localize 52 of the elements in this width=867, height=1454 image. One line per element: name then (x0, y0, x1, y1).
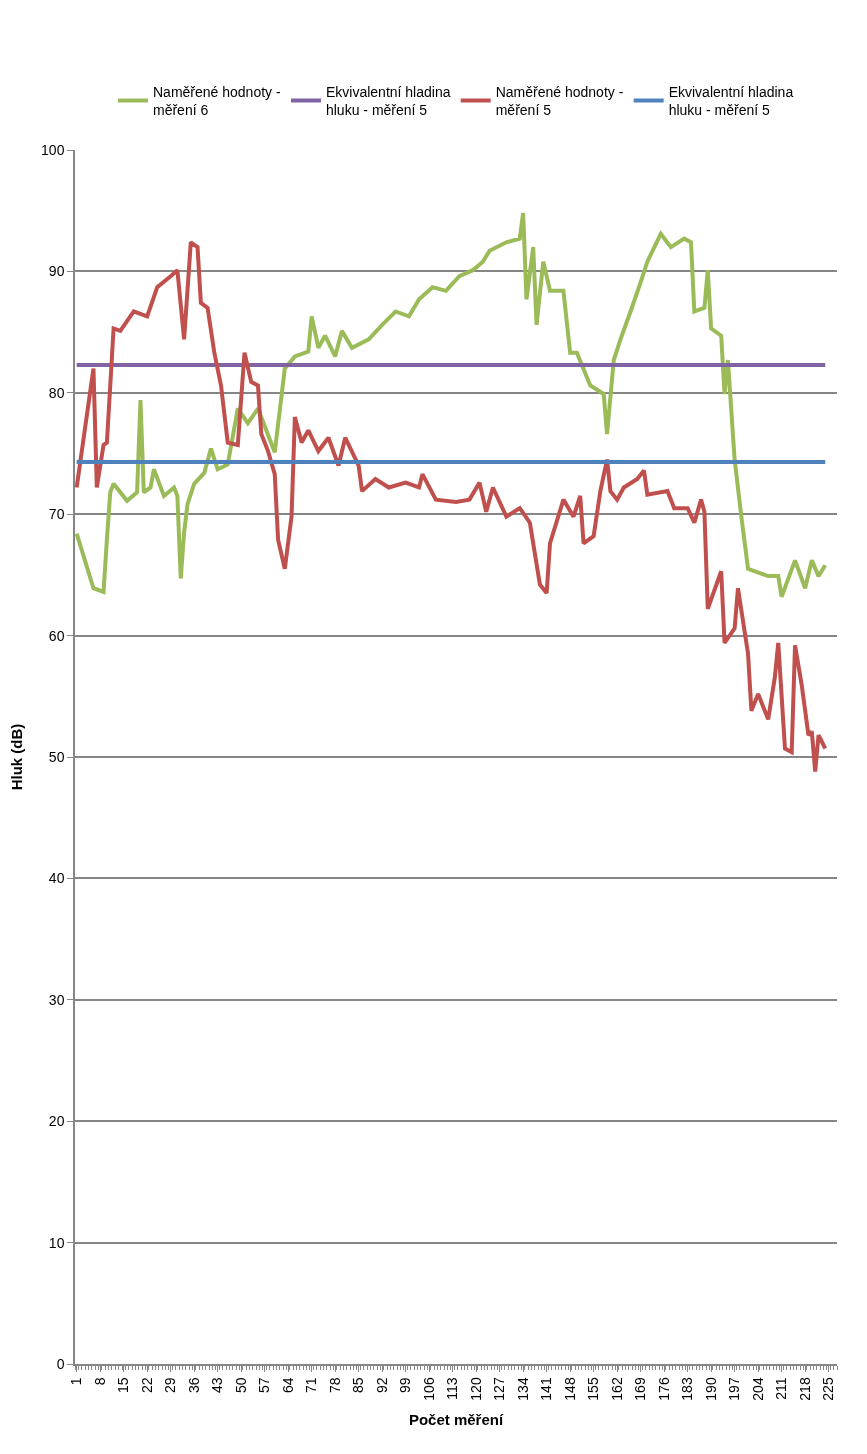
y-tick-label: 90 (48, 263, 65, 280)
y-tick-label: 30 (48, 991, 65, 1008)
x-tick-label: 197 (726, 1377, 743, 1401)
x-tick-label: 106 (420, 1377, 437, 1401)
y-axis-title: Hluk (dB) (7, 723, 25, 791)
x-tick-label: 22 (138, 1377, 155, 1393)
x-tick-label: 78 (326, 1377, 343, 1393)
x-tick-label: 113 (444, 1377, 461, 1400)
legend-label: Naměřené hodnoty - měření 6 (153, 83, 281, 118)
y-tick-label: 40 (48, 870, 65, 887)
x-tick-label: 204 (749, 1377, 766, 1401)
x-tick-label: 127 (491, 1377, 508, 1401)
y-tick-label: 70 (48, 506, 65, 523)
x-tick-label: 85 (350, 1377, 367, 1393)
y-tick-label: 60 (48, 627, 65, 644)
y-tick-label: 100 (41, 141, 65, 158)
x-tick-label: 218 (796, 1377, 813, 1401)
x-tick-label: 99 (397, 1377, 414, 1393)
x-tick-label: 211 (773, 1377, 790, 1400)
y-tick-label: 10 (48, 1234, 65, 1251)
x-tick-label: 50 (232, 1377, 249, 1393)
x-tick-label: 36 (185, 1377, 202, 1393)
x-tick-label: 1 (68, 1377, 85, 1386)
x-tick-label: 57 (256, 1377, 273, 1393)
x-tick-label: 190 (702, 1377, 719, 1401)
x-tick-label: 64 (279, 1377, 296, 1393)
x-tick-label: 148 (561, 1377, 578, 1401)
line-series (75, 240, 828, 774)
x-tick-label: 183 (679, 1377, 696, 1401)
x-tick-label: 134 (514, 1377, 531, 1401)
x-tick-label: 92 (373, 1377, 390, 1393)
legend-label: Ekvivalentní hladina hluku - měření 5 (668, 83, 794, 118)
legend-label: Naměřené hodnoty - měření 5 (495, 83, 624, 118)
x-axis-title: Počet měření (408, 1411, 504, 1429)
x-tick-label: 162 (608, 1377, 625, 1401)
x-tick-label: 176 (655, 1377, 672, 1401)
y-tick-label: 50 (48, 748, 65, 765)
x-tick-label: 29 (162, 1377, 179, 1393)
x-tick-label: 8 (91, 1377, 108, 1386)
y-tick-label: 80 (48, 384, 65, 401)
x-tick-label: 155 (585, 1377, 602, 1401)
y-tick-label: 20 (48, 1113, 65, 1130)
x-tick-label: 169 (632, 1377, 649, 1401)
legend-label: Ekvivalentní hladina hluku - měření 5 (325, 83, 451, 118)
x-tick-label: 15 (115, 1377, 132, 1393)
x-tick-label: 43 (209, 1377, 226, 1393)
line-series (75, 211, 828, 599)
x-tick-label: 141 (538, 1377, 555, 1401)
x-tick-label: 71 (303, 1377, 320, 1393)
x-tick-label: 120 (467, 1377, 484, 1401)
x-tick-label: 225 (820, 1377, 837, 1401)
y-tick-label: 0 (56, 1355, 65, 1372)
